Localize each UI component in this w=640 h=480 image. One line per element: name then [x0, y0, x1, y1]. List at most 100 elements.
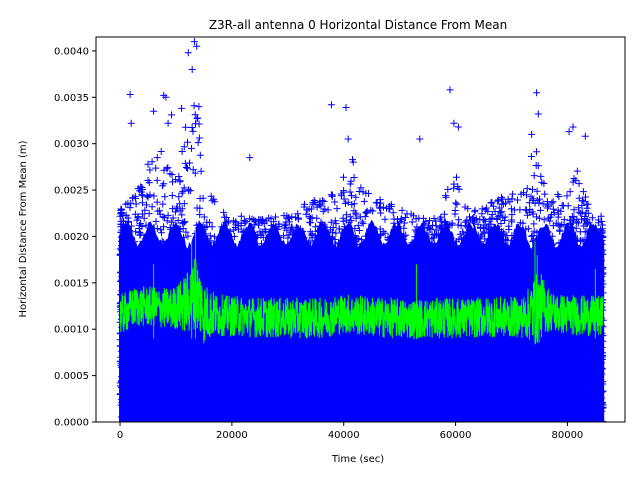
blue-sample-marker — [116, 250, 124, 258]
blue-sample-marker — [554, 246, 562, 254]
blue-sample-marker — [352, 193, 360, 201]
blue-sample-marker — [479, 240, 487, 248]
blue-sample-marker — [563, 192, 571, 200]
blue-sample-marker — [530, 227, 538, 235]
blue-sample-marker — [184, 138, 191, 146]
blue-sample-marker — [333, 205, 341, 213]
blue-sample-marker — [361, 213, 369, 221]
blue-sample-marker — [598, 218, 606, 225]
blue-sample-marker — [599, 265, 607, 273]
blue-sample-marker — [193, 115, 201, 123]
blue-sample-marker — [345, 222, 353, 230]
blue-outlier-marker — [195, 103, 203, 111]
blue-sample-marker — [205, 250, 213, 258]
blue-sample-marker — [308, 214, 316, 222]
blue-sample-marker — [498, 193, 505, 201]
blue-sample-marker — [193, 237, 201, 245]
blue-sample-marker — [358, 218, 366, 226]
blue-sample-marker — [417, 238, 425, 245]
blue-sample-marker — [384, 233, 392, 241]
blue-sample-marker — [574, 219, 582, 227]
blue-sample-marker — [176, 200, 184, 208]
blue-sample-marker — [554, 206, 562, 214]
blue-sample-marker — [462, 222, 470, 230]
blue-sample-marker — [176, 178, 184, 186]
blue-sample-marker — [280, 232, 288, 240]
y-tick-label: 0.0030 — [54, 139, 89, 150]
blue-sample-marker — [232, 244, 240, 252]
blue-sample-marker — [143, 201, 150, 209]
blue-sample-marker — [483, 251, 491, 259]
blue-sample-marker — [537, 172, 545, 180]
blue-sample-marker — [267, 221, 275, 229]
blue-sample-marker — [438, 234, 446, 241]
blue-sample-marker — [144, 193, 152, 201]
blue-sample-marker — [578, 208, 586, 216]
blue-sample-marker — [360, 197, 368, 205]
blue-sample-marker — [400, 219, 408, 227]
blue-sample-marker — [242, 218, 250, 226]
blue-sample-marker — [351, 225, 359, 233]
plot-frame — [95, 36, 626, 423]
blue-sample-marker — [491, 207, 499, 215]
blue-sample-marker — [134, 214, 142, 222]
y-axis: 0.0000 0.0005 0.0010 0.0015 0.0020 0.0025 0.00… — [54, 46, 96, 429]
blue-sample-marker — [124, 249, 132, 257]
blue-sample-marker — [584, 200, 592, 208]
blue-sample-marker — [520, 189, 527, 197]
blue-sample-marker — [316, 222, 324, 230]
blue-sample-marker — [159, 213, 167, 221]
blue-sample-marker — [541, 190, 549, 198]
x-axis-label: Time (sec) — [331, 454, 384, 465]
blue-sample-marker — [586, 231, 594, 239]
blue-sample-marker — [348, 192, 355, 200]
blue-sample-marker — [129, 194, 137, 202]
blue-sample-marker — [439, 243, 447, 251]
blue-sample-marker — [369, 207, 377, 215]
blue-sample-marker — [137, 230, 145, 238]
blue-sample-marker — [481, 250, 489, 258]
blue-sample-marker — [455, 185, 463, 193]
blue-sample-marker — [419, 214, 427, 222]
blue-sample-marker — [169, 247, 177, 255]
blue-sample-marker — [225, 217, 232, 225]
blue-sample-marker — [426, 248, 434, 256]
blue-sample-marker — [152, 217, 160, 225]
blue-sample-marker — [181, 250, 189, 258]
blue-sample-marker — [359, 220, 367, 228]
blue-sample-marker — [522, 225, 530, 233]
blue-sample-marker — [440, 210, 448, 218]
blue-sample-marker — [434, 232, 442, 240]
blue-sample-marker — [127, 222, 135, 230]
blue-sample-marker — [346, 213, 354, 221]
blue-sample-marker — [384, 250, 392, 258]
blue-sample-marker — [300, 234, 308, 242]
blue-sample-marker — [275, 220, 283, 228]
blue-sample-marker — [570, 206, 578, 214]
blue-sample-marker — [389, 209, 397, 217]
blue-sample-marker — [224, 233, 232, 240]
blue-sample-marker — [173, 242, 181, 249]
blue-sample-marker — [353, 235, 361, 242]
blue-sample-marker — [143, 192, 151, 200]
blue-sample-marker — [269, 232, 277, 240]
blue-sample-marker — [153, 245, 161, 253]
blue-sample-marker — [598, 283, 606, 291]
blue-sample-marker — [529, 210, 537, 218]
blue-sample-marker — [226, 227, 234, 235]
blue-sample-marker — [199, 194, 207, 202]
blue-sample-marker — [252, 217, 260, 225]
blue-outlier-marker — [168, 111, 175, 119]
blue-sample-marker — [158, 229, 165, 237]
blue-sample-marker — [182, 228, 190, 236]
blue-outlier-marker — [184, 49, 192, 57]
blue-sample-marker — [161, 248, 169, 256]
blue-sample-marker — [393, 248, 401, 256]
blue-sample-marker — [144, 247, 152, 255]
blue-sample-marker — [169, 214, 177, 222]
blue-sample-marker — [321, 244, 329, 251]
blue-sample-marker — [180, 218, 188, 226]
blue-sample-marker — [179, 220, 187, 228]
blue-sample-marker — [339, 217, 347, 225]
blue-sample-marker — [222, 229, 230, 237]
